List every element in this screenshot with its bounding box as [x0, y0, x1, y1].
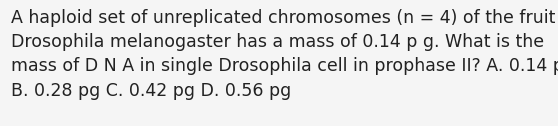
Text: A haploid set of unreplicated chromosomes (n = 4) of the fruit fly
Drosophila me: A haploid set of unreplicated chromosome… [11, 9, 558, 100]
